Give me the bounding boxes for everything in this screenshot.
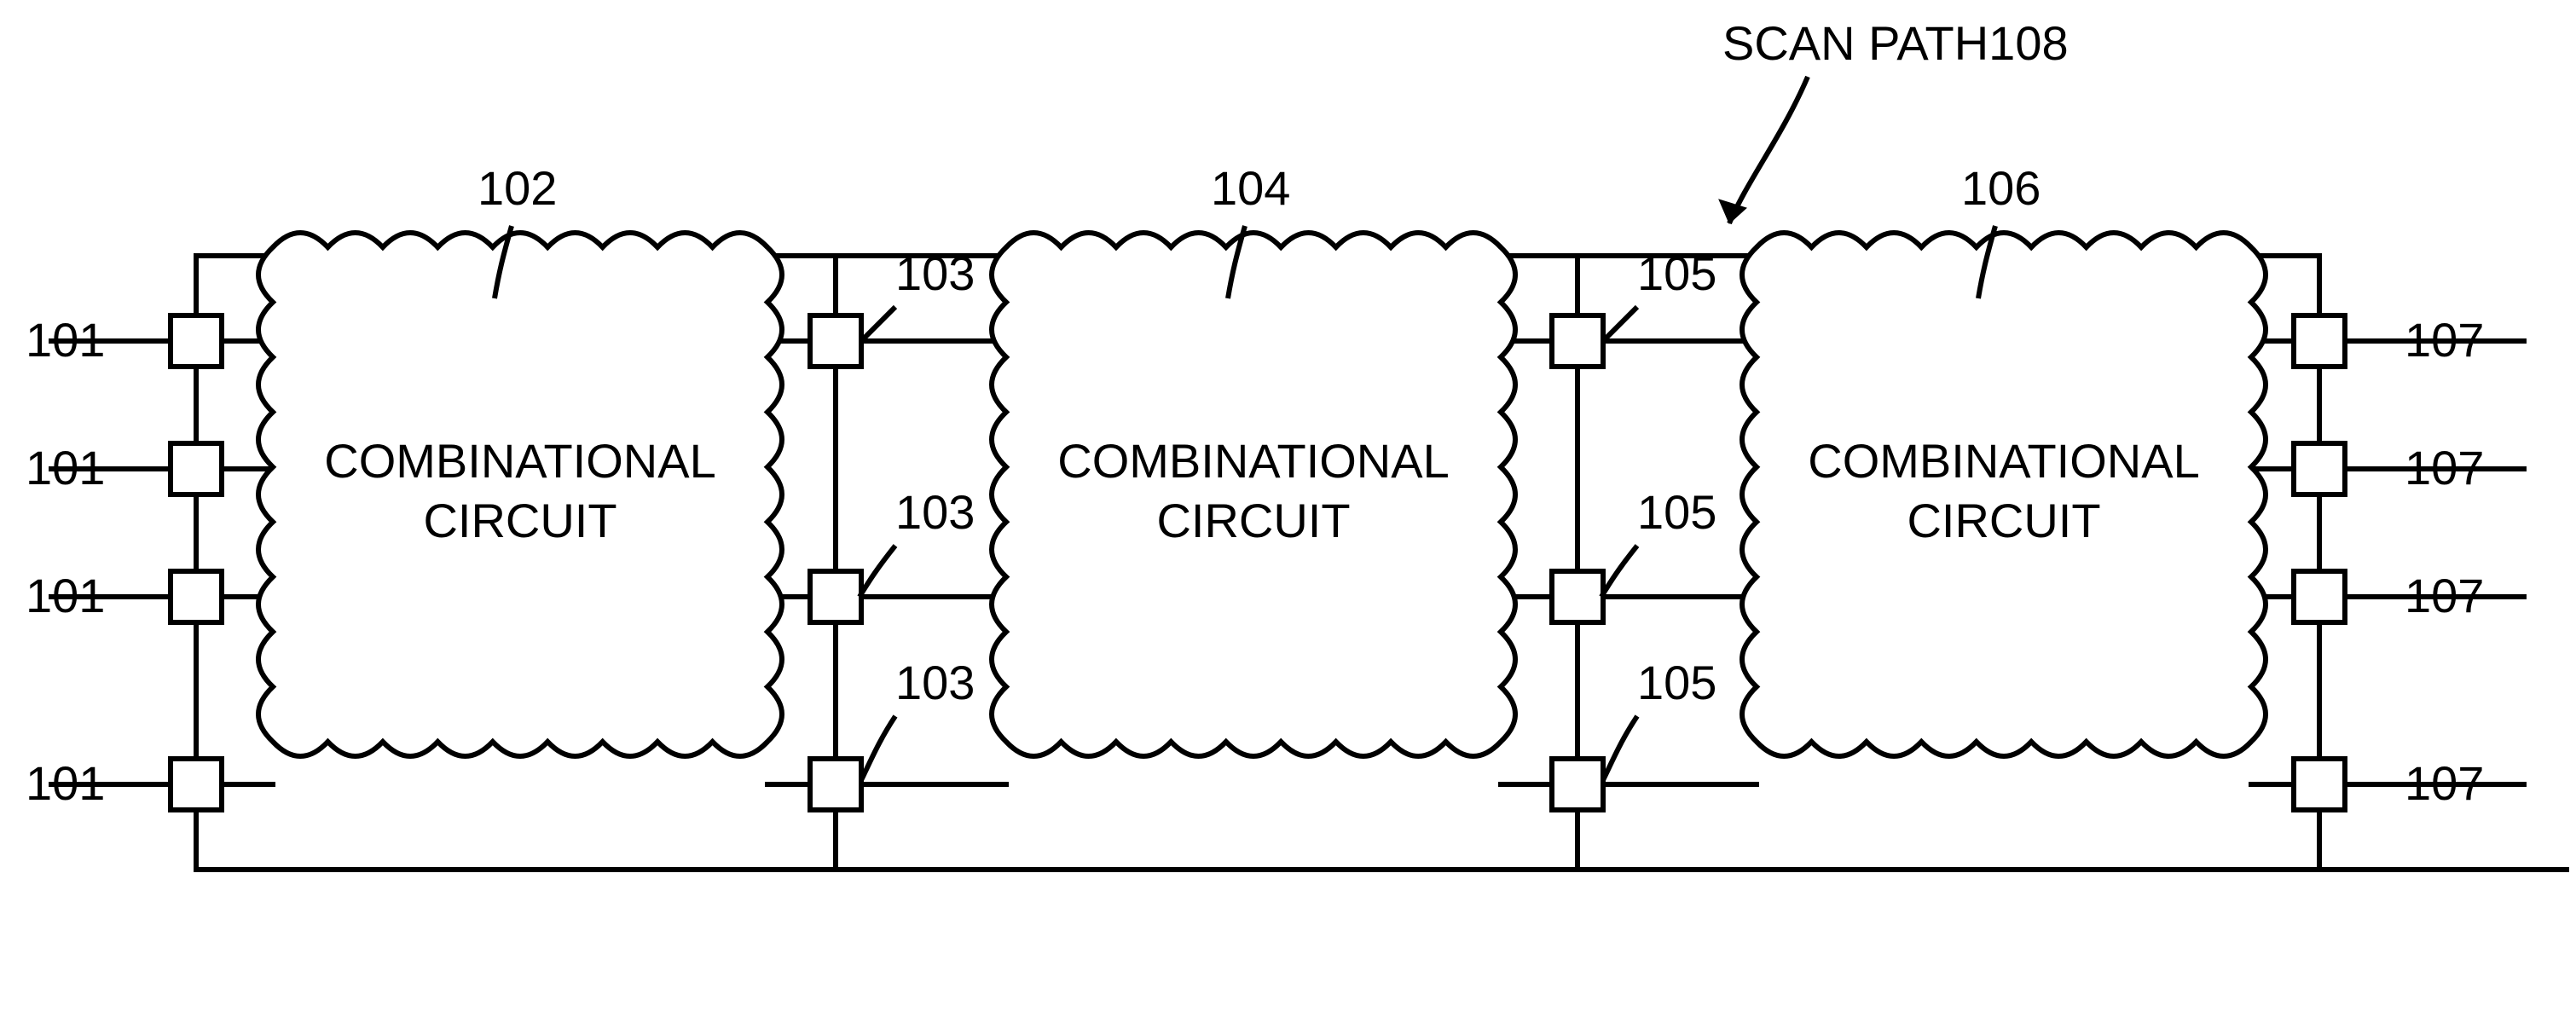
ref-num: 103 [895,656,975,709]
flip-flop [171,759,222,810]
ref-num: 103 [895,246,975,300]
flip-flop [2294,443,2345,494]
scan-path-arrow [1729,77,1808,223]
flip-flop [2294,571,2345,622]
block-label: COMBINATIONAL [324,434,715,488]
block-label: COMBINATIONAL [1808,434,2199,488]
arrowhead-icon [1719,199,1746,223]
ref-num: 105 [1637,485,1716,539]
flip-flop [810,315,861,367]
ref-num: 105 [1637,246,1716,300]
ref-num: 107 [2405,441,2484,494]
blocks-layer: COMBINATIONAL CIRCUIT 102 COMBINATIONAL CIRC… [258,161,2266,756]
flip-flop [2294,759,2345,810]
flip-flop [810,571,861,622]
flip-flop [1552,315,1603,367]
ref-leader [1601,546,1637,597]
ref-num: 101 [26,313,105,367]
ref-num: 106 [1961,161,2041,215]
block-label: COMBINATIONAL [1057,434,1449,488]
block-label: CIRCUIT [1156,494,1350,547]
flip-flop [810,759,861,810]
block-label: CIRCUIT [1907,494,2100,547]
scan-path-label: SCAN PATH108 [1722,16,2069,70]
block-label: CIRCUIT [423,494,617,547]
ref-num: 101 [26,569,105,622]
ref-num: 104 [1211,161,1290,215]
ref-leader [1603,307,1637,341]
flip-flop [171,571,222,622]
ref-leader [1603,716,1637,780]
ref-leader [861,307,895,341]
flip-flop [2294,315,2345,367]
ref-num: 105 [1637,656,1716,709]
flip-flop [1552,571,1603,622]
flip-flop [171,315,222,367]
ref-leader [860,546,895,597]
flip-flop [171,443,222,494]
ref-num: 102 [478,161,557,215]
ref-num: 103 [895,485,975,539]
ref-num: 101 [26,441,105,494]
ref-num: 107 [2405,569,2484,622]
ref-num: 107 [2405,756,2484,810]
flip-flop [1552,759,1603,810]
ref-leader [861,716,895,780]
ref-num: 107 [2405,313,2484,367]
ref-num: 101 [26,756,105,810]
